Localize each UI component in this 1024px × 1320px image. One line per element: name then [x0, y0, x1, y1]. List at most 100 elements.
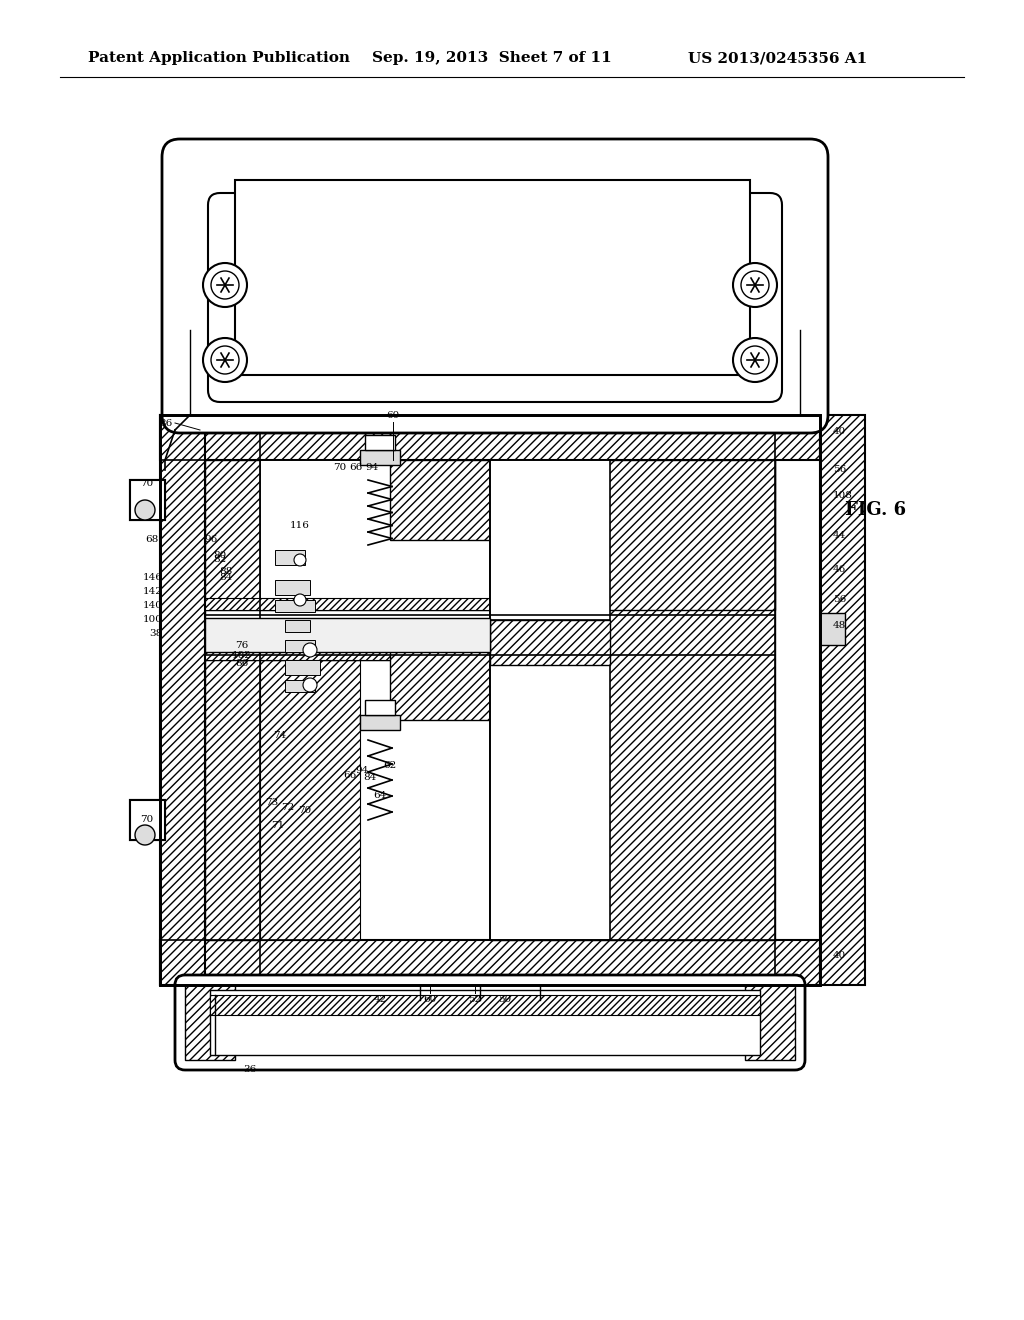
Text: 36: 36 — [160, 418, 173, 428]
Circle shape — [733, 263, 777, 308]
Circle shape — [294, 594, 306, 606]
Circle shape — [211, 271, 239, 300]
Text: 42: 42 — [374, 995, 387, 1005]
Bar — [130, 800, 165, 840]
Text: 102: 102 — [232, 651, 252, 660]
Bar — [820, 612, 845, 645]
Text: 44: 44 — [833, 531, 846, 540]
Text: Patent Application Publication: Patent Application Publication — [88, 51, 350, 65]
Bar — [205, 598, 490, 610]
Circle shape — [741, 346, 769, 374]
Text: 94: 94 — [355, 766, 369, 775]
Bar — [390, 459, 490, 540]
Bar — [130, 480, 165, 520]
Circle shape — [303, 678, 317, 692]
Bar — [160, 940, 820, 985]
Bar — [260, 459, 490, 610]
Text: 64: 64 — [374, 791, 387, 800]
Text: 60: 60 — [386, 411, 399, 420]
Bar — [160, 414, 820, 459]
Circle shape — [203, 263, 247, 308]
Text: 66: 66 — [349, 463, 362, 473]
Text: 86: 86 — [234, 659, 248, 668]
Text: US 2013/0245356 A1: US 2013/0245356 A1 — [688, 51, 867, 65]
Text: 66: 66 — [343, 771, 356, 780]
Text: 82: 82 — [213, 556, 226, 565]
Text: 84: 84 — [364, 774, 377, 781]
Bar — [390, 640, 490, 719]
Text: 38: 38 — [150, 630, 163, 639]
Circle shape — [294, 554, 306, 566]
Text: 68: 68 — [144, 536, 158, 544]
Bar — [185, 985, 234, 1060]
Text: 94: 94 — [366, 463, 379, 473]
Text: 100: 100 — [143, 615, 163, 624]
Circle shape — [203, 338, 247, 381]
Text: 70: 70 — [298, 807, 311, 814]
Text: 50: 50 — [499, 995, 512, 1005]
Bar — [360, 450, 400, 465]
Text: 76: 76 — [234, 640, 248, 649]
Text: 72: 72 — [282, 803, 295, 812]
Text: 116: 116 — [290, 521, 310, 531]
Bar — [745, 985, 795, 1060]
Circle shape — [211, 346, 239, 374]
Bar — [130, 480, 165, 520]
Text: 84: 84 — [219, 573, 232, 582]
Bar — [130, 800, 165, 840]
Bar — [365, 436, 395, 450]
Bar — [490, 459, 775, 610]
Text: 56: 56 — [833, 595, 846, 605]
Circle shape — [733, 338, 777, 381]
Bar — [210, 995, 760, 1015]
Text: 56: 56 — [833, 466, 846, 474]
Text: 74: 74 — [273, 731, 287, 741]
FancyBboxPatch shape — [175, 975, 805, 1071]
Text: 73: 73 — [265, 799, 279, 807]
Text: 70: 70 — [334, 463, 347, 473]
Bar — [260, 660, 360, 940]
Text: 48: 48 — [833, 620, 846, 630]
Bar — [160, 414, 205, 985]
Text: 36: 36 — [244, 1065, 257, 1074]
Bar — [490, 459, 610, 620]
Bar — [275, 579, 310, 595]
Bar — [365, 700, 395, 715]
Bar — [360, 715, 400, 730]
Bar — [210, 990, 760, 1055]
Bar — [490, 665, 610, 940]
Bar — [275, 550, 305, 565]
Bar — [234, 180, 750, 375]
Bar — [490, 620, 610, 665]
Text: 52: 52 — [468, 995, 481, 1005]
Text: 40: 40 — [833, 950, 846, 960]
Bar — [205, 459, 260, 940]
Bar — [260, 459, 360, 610]
Circle shape — [135, 825, 155, 845]
Text: 60: 60 — [423, 995, 436, 1005]
Text: 70: 70 — [139, 816, 153, 825]
Text: 80: 80 — [213, 552, 226, 561]
Bar — [160, 414, 820, 985]
Circle shape — [135, 500, 155, 520]
Text: 108: 108 — [833, 491, 853, 499]
Bar — [260, 459, 360, 610]
Text: FIG. 6: FIG. 6 — [845, 502, 906, 519]
Bar — [205, 610, 490, 660]
Text: 70: 70 — [139, 479, 153, 487]
FancyBboxPatch shape — [208, 193, 782, 403]
Text: 146: 146 — [143, 573, 163, 582]
Circle shape — [741, 271, 769, 300]
Text: 88: 88 — [219, 566, 232, 576]
Bar — [160, 414, 820, 985]
Text: Sep. 19, 2013  Sheet 7 of 11: Sep. 19, 2013 Sheet 7 of 11 — [372, 51, 611, 65]
Bar — [285, 680, 315, 692]
Bar — [205, 648, 490, 660]
FancyBboxPatch shape — [162, 139, 828, 433]
Bar — [205, 618, 490, 652]
Bar — [285, 660, 319, 675]
Text: 96: 96 — [205, 536, 218, 544]
Text: 40: 40 — [833, 428, 846, 437]
Text: 62: 62 — [383, 762, 396, 770]
Text: 46: 46 — [833, 565, 846, 574]
